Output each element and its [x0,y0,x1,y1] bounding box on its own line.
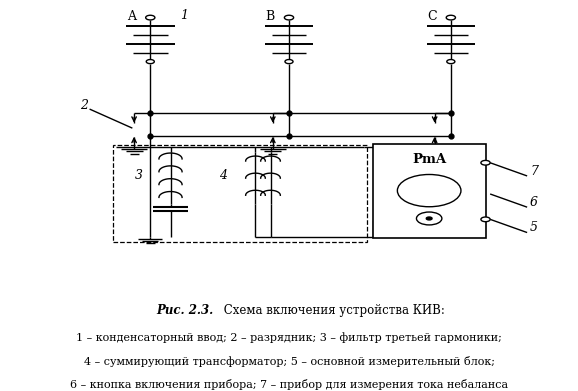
Bar [113,145,367,242]
Text: 1: 1 [180,9,188,22]
Text: 1 – конденсаторный ввод; 2 – разрядник; 3 – фильтр третьей гармоники;: 1 – конденсаторный ввод; 2 – разрядник; … [76,332,502,343]
Text: 2: 2 [80,99,88,112]
Text: 4 – суммирующий трансформатор; 5 – основной измерительный блок;: 4 – суммирующий трансформатор; 5 – основ… [83,356,495,367]
Text: 7: 7 [530,165,538,178]
Text: 5: 5 [530,221,538,234]
Text: C: C [427,10,436,23]
Text: 4: 4 [219,169,227,182]
Text: 6 – кнопка включения прибора; 7 – прибор для измерения тока небаланса: 6 – кнопка включения прибора; 7 – прибор… [70,378,508,390]
Circle shape [481,160,490,165]
Circle shape [397,174,461,207]
Text: Рис. 2.3.: Рис. 2.3. [157,304,214,317]
Text: Схема включения устройства КИВ:: Схема включения устройства КИВ: [220,304,444,317]
Circle shape [447,59,455,64]
Circle shape [416,212,442,225]
Text: PmA: PmA [412,153,446,166]
Text: A: A [127,10,136,23]
Circle shape [285,59,293,64]
Text: 6: 6 [530,196,538,209]
Circle shape [146,59,154,64]
Text: 3: 3 [135,169,143,182]
Circle shape [446,15,455,20]
Circle shape [284,15,294,20]
Text: B: B [265,10,275,23]
Bar [373,143,486,237]
Circle shape [426,217,432,220]
Circle shape [481,217,490,222]
Circle shape [146,15,155,20]
